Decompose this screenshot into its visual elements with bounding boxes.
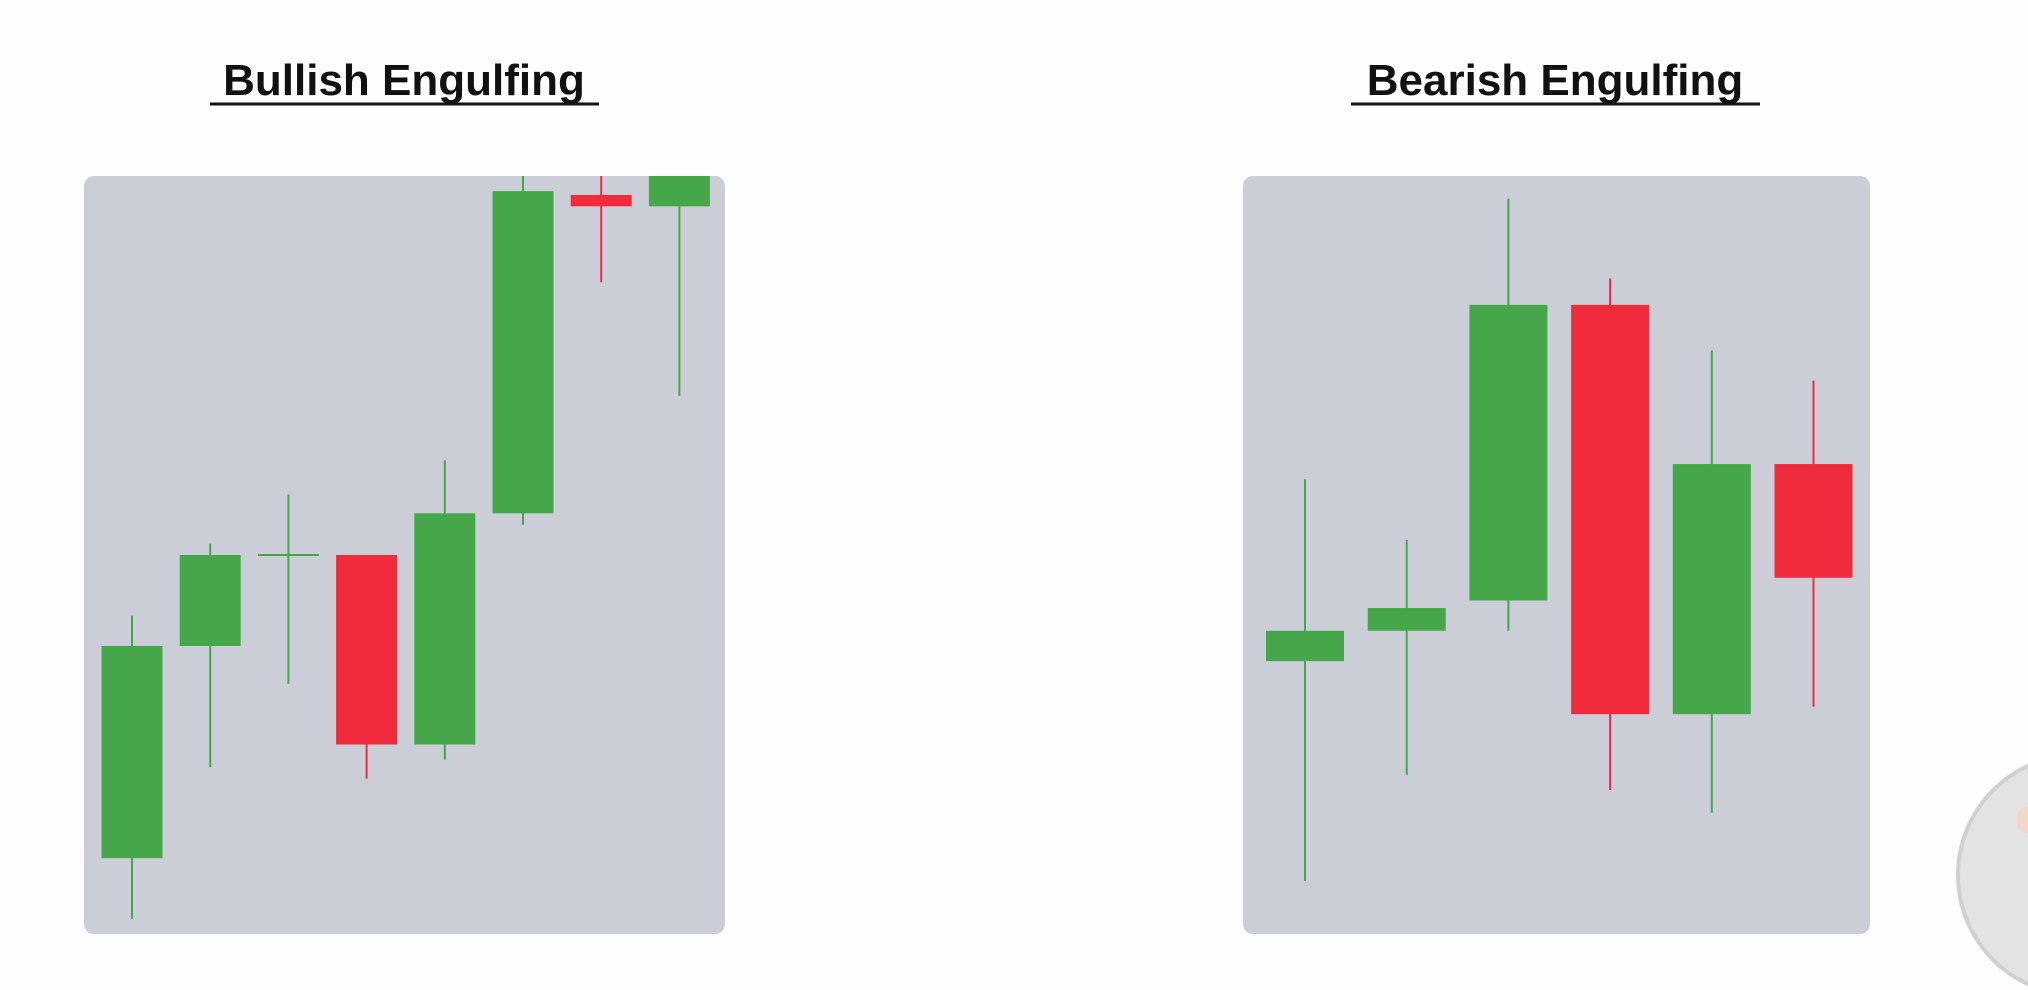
bullish-candle-2-body [179, 555, 241, 646]
bullish-candles [101, 176, 710, 919]
bullish-candle-7-body [570, 194, 632, 207]
presenter-avatar [1956, 763, 2028, 987]
bullish-candle-4-body [336, 555, 398, 745]
bullish-candle-1-body [101, 645, 163, 859]
bullish-chart-title: Bullish Engulfing [223, 56, 585, 105]
bearish-chart-title: Bearish Engulfing [1367, 56, 1743, 105]
bullish-chart: Bullish Engulfing [84, 56, 725, 934]
bullish-candle-6-body [492, 191, 554, 514]
bearish-candles [1266, 198, 1853, 881]
bearish-chart: Bearish Engulfing [1243, 56, 1870, 934]
bullish-candle-8-body [648, 176, 710, 207]
bearish-candle-5-body [1672, 464, 1751, 715]
bearish-candle-1-body [1266, 630, 1344, 662]
bearish-candle-6-body [1774, 464, 1853, 578]
bullish-candle-5-body [414, 513, 476, 745]
presenter-avatar-detail [2016, 806, 2028, 834]
bearish-candle-3-body [1469, 304, 1548, 601]
bearish-chart-panel [1243, 176, 1870, 934]
bearish-candle-4-body [1571, 304, 1650, 715]
bearish-candle-2-body [1367, 608, 1446, 631]
presenter-overlay [1956, 763, 2028, 987]
bullish-chart-panel [84, 176, 725, 934]
